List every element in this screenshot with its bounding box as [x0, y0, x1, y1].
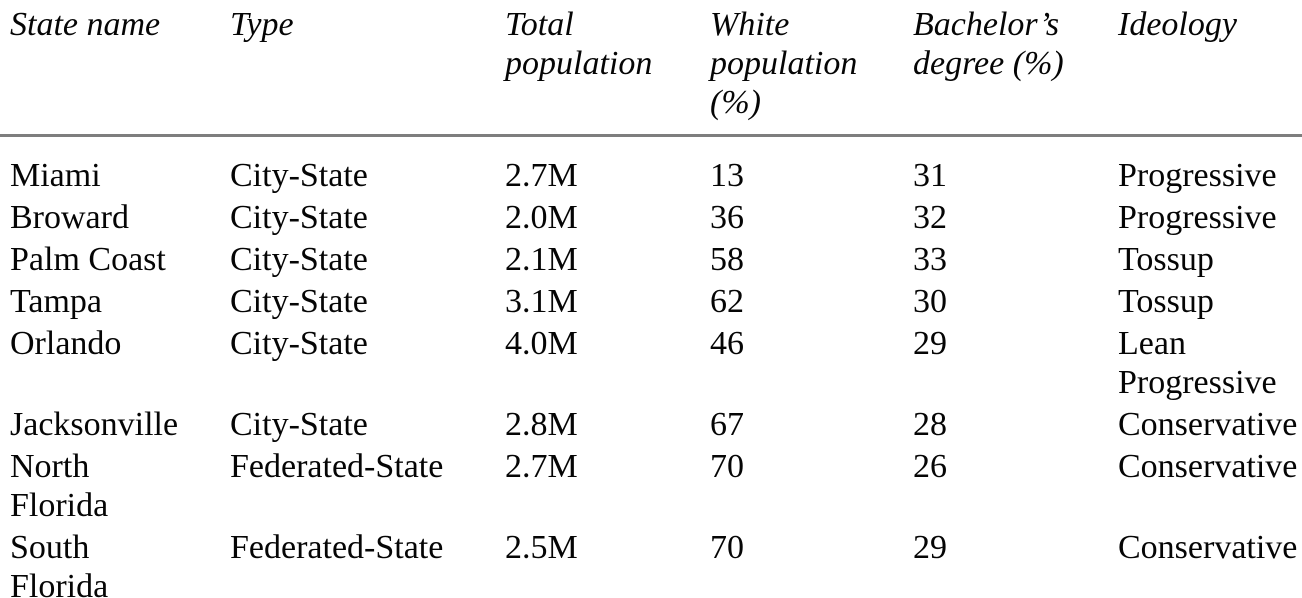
cell-white-population: 13 — [710, 157, 744, 194]
cell-total-population: 2.5M — [505, 529, 578, 566]
cell-white-population: 70 — [710, 448, 744, 485]
state-name-text: Orlando — [10, 325, 122, 362]
cell-ideology: Progressive — [1118, 157, 1277, 194]
cell-ideology: Lean Progressive — [1118, 325, 1277, 401]
cell-bachelors-degree: 31 — [913, 157, 947, 194]
table-row-jacksonville: Jacksonville City-State 2.8M 67 28 Conse… — [0, 404, 1302, 446]
cell-type: City-State — [230, 241, 368, 278]
state-name-text: Jacksonville — [10, 406, 179, 443]
cell-white-population: 62 — [710, 283, 744, 320]
state-name-text: North Florida — [10, 448, 109, 524]
state-name-text: Broward — [10, 199, 129, 236]
table-row-south-florida: South Florida Federated-State 2.5M 70 29… — [0, 527, 1302, 598]
cell-type: City-State — [230, 199, 368, 236]
column-header-state-name: State name — [0, 0, 230, 137]
cell-type: City-State — [230, 157, 368, 194]
cell-white-population: 58 — [710, 241, 744, 278]
column-header-ideology: Ideology — [1118, 0, 1302, 137]
table-header: State name Type Total population White p… — [0, 0, 1302, 137]
cell-type: City-State — [230, 325, 368, 362]
cell-bachelors-degree: 29 — [913, 325, 947, 362]
column-header-type: Type — [230, 0, 505, 137]
state-name-text: South Florida — [10, 529, 109, 598]
state-name-text: Tampa — [10, 283, 103, 320]
cell-state-name: Tampa — [0, 281, 230, 323]
state-name-text: Miami — [10, 157, 101, 194]
cell-bachelors-degree: 28 — [913, 406, 947, 443]
cell-ideology: Tossup — [1118, 283, 1214, 320]
cell-state-name: Orlando — [0, 323, 230, 404]
column-header-white-population: White population (%) — [710, 0, 913, 137]
cell-total-population: 2.7M — [505, 157, 578, 194]
table-row-orlando: Orlando City-State 4.0M 46 29 Lean Progr… — [0, 323, 1302, 404]
cell-ideology: Conservative — [1118, 406, 1298, 443]
cell-ideology: Conservative — [1118, 448, 1298, 485]
cell-type: City-State — [230, 283, 368, 320]
table-row-north-florida: North Florida Federated-State 2.7M 70 26… — [0, 446, 1302, 527]
cell-ideology: Progressive — [1118, 199, 1277, 236]
cell-type: Federated-State — [230, 529, 444, 566]
cell-ideology: Conservative — [1118, 529, 1298, 566]
cell-state-name: Jacksonville — [0, 404, 230, 446]
table-row-tampa: Tampa City-State 3.1M 62 30 Tossup — [0, 281, 1302, 323]
cell-total-population: 2.1M — [505, 241, 578, 278]
cell-white-population: 46 — [710, 325, 744, 362]
cell-type: Federated-State — [230, 448, 444, 485]
cell-bachelors-degree: 32 — [913, 199, 947, 236]
cell-bachelors-degree: 30 — [913, 283, 947, 320]
cell-total-population: 4.0M — [505, 325, 578, 362]
cell-state-name: Broward — [0, 197, 230, 239]
cell-bachelors-degree: 33 — [913, 241, 947, 278]
cell-bachelors-degree: 29 — [913, 529, 947, 566]
cell-white-population: 70 — [710, 529, 744, 566]
cell-state-name: Miami — [0, 136, 230, 198]
cell-total-population: 2.0M — [505, 199, 578, 236]
cell-total-population: 2.8M — [505, 406, 578, 443]
cell-white-population: 67 — [710, 406, 744, 443]
table-row-broward: Broward City-State 2.0M 36 32 Progressiv… — [0, 197, 1302, 239]
cell-state-name: North Florida — [0, 446, 230, 527]
cell-total-population: 3.1M — [505, 283, 578, 320]
column-header-total-population: Total population — [505, 0, 710, 137]
cell-ideology: Tossup — [1118, 241, 1214, 278]
table-row-palm-coast: Palm Coast City-State 2.1M 58 33 Tossup — [0, 239, 1302, 281]
header-row: State name Type Total population White p… — [0, 0, 1302, 137]
state-name-text: Palm Coast — [10, 241, 166, 278]
cell-type: City-State — [230, 406, 368, 443]
cell-total-population: 2.7M — [505, 448, 578, 485]
cell-state-name: South Florida — [0, 527, 230, 598]
cell-state-name: Palm Coast — [0, 239, 230, 281]
cell-bachelors-degree: 26 — [913, 448, 947, 485]
cell-white-population: 36 — [710, 199, 744, 236]
column-header-bachelors-degree: Bachelor’s degree (%) — [913, 0, 1118, 137]
table-body: Miami City-State 2.7M 13 31 Progressive … — [0, 136, 1302, 598]
table-row-miami: Miami City-State 2.7M 13 31 Progressive — [0, 136, 1302, 198]
